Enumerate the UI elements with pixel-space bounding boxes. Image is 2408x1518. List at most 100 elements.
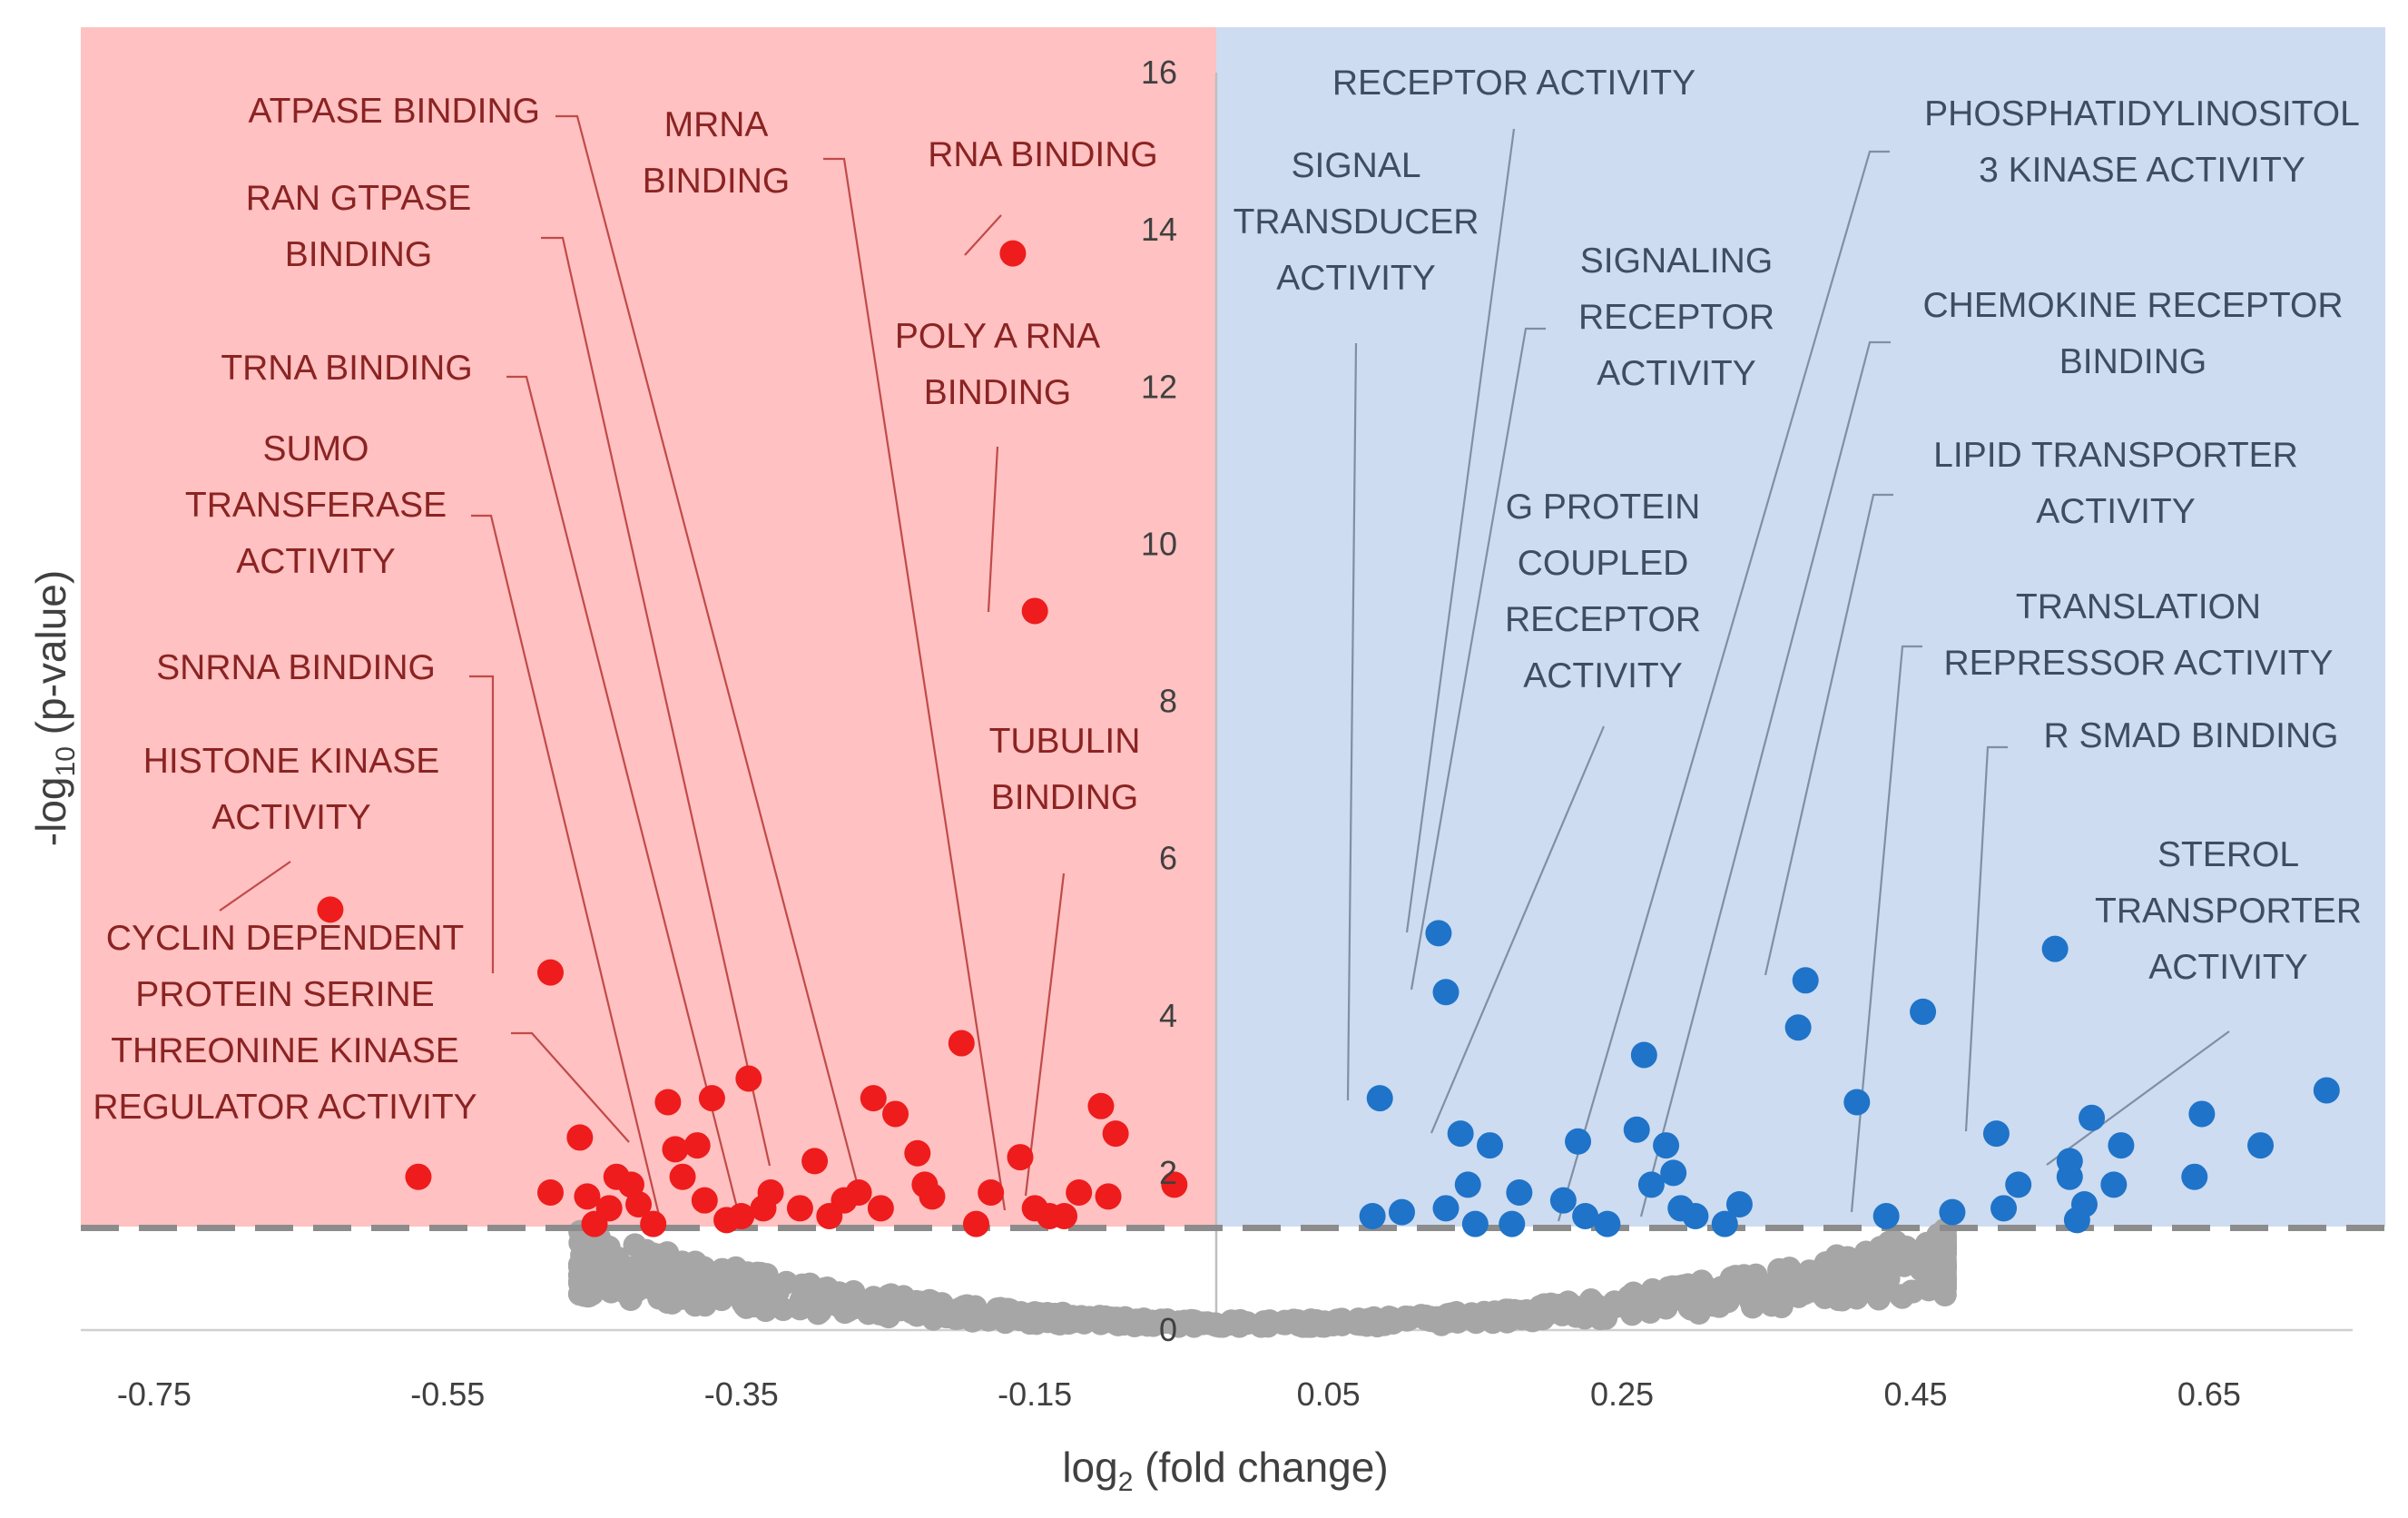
upregulated-point (1637, 1171, 1665, 1198)
downregulated-point (1021, 597, 1048, 625)
downregulated-point (595, 1195, 623, 1222)
downregulated-point (1007, 1144, 1034, 1171)
upregulated-point (1461, 1210, 1489, 1237)
x-axis-title-suffix: (fold change) (1133, 1444, 1388, 1491)
term-label: CYCLIN DEPENDENT PROTEIN SERINE THREONINE … (93, 919, 477, 1127)
downregulated-point (757, 1179, 784, 1207)
nonsignificant-point (668, 1258, 693, 1283)
term-label-line: ACTIVITY (1523, 656, 1683, 695)
nonsignificant-point (1532, 1293, 1557, 1317)
term-label-line: POLY A RNA (895, 317, 1100, 356)
nonsignificant-points (567, 1217, 1957, 1338)
y-tick-label: 8 (1159, 683, 1177, 720)
nonsignificant-point (838, 1296, 862, 1320)
leader-line (511, 1031, 630, 1143)
leader-line (541, 236, 772, 1167)
term-label-line: SIGNALING (1580, 242, 1773, 281)
x-axis-title-subscript: 2 (1118, 1467, 1134, 1497)
leader-line (1346, 342, 1358, 1101)
term-label: LIPID TRANSPORTER ACTIVITY (1933, 436, 2298, 531)
upregulated-point (1725, 1191, 1753, 1217)
term-label-line: ACTIVITY (1276, 259, 1436, 298)
downregulated-point (625, 1191, 653, 1217)
term-labels: ATPASE BINDING MRNA BINDING RNA BINDING RAN … (93, 64, 2362, 1127)
nonsignificant-point (655, 1241, 680, 1266)
upregulated-point (2247, 1132, 2275, 1159)
term-label: PHOSPHATIDYLINOSITOL 3 KINASE ACTIVITY (1924, 94, 2360, 190)
nonsignificant-point (1356, 1307, 1381, 1332)
y-axis-title-subscript: 10 (51, 746, 81, 776)
y-tick-label: 6 (1159, 840, 1177, 877)
upregulated-point (1565, 1128, 1592, 1155)
downregulated-point (860, 1085, 887, 1112)
term-label-line: PHOSPHATIDYLINOSITOL (1924, 94, 2360, 133)
upregulated-point (1792, 967, 1819, 994)
upregulated-point (1843, 1089, 1871, 1116)
leader-line (987, 446, 999, 613)
upregulated-point (1910, 998, 1937, 1025)
term-label: SIGNALING RECEPTOR ACTIVITY (1578, 242, 1774, 393)
term-label-line: TRANSDUCER (1233, 202, 1479, 242)
nonsignificant-point (618, 1287, 643, 1312)
leader-line (1405, 128, 1516, 933)
downregulated-point (948, 1030, 975, 1057)
downregulated-point (669, 1163, 696, 1190)
upregulated-point (1784, 1014, 1812, 1041)
nonsignificant-point (1742, 1273, 1766, 1297)
downregulated-point (801, 1148, 829, 1175)
x-tick-label: -0.75 (117, 1375, 192, 1413)
downregulated-point (786, 1195, 813, 1222)
nonsignificant-point (1218, 1311, 1243, 1336)
term-label: TUBULIN BINDING (989, 722, 1141, 817)
downregulated-point (537, 1179, 565, 1207)
term-label: RNA BINDING (928, 135, 1158, 174)
term-label-line: BINDING (991, 778, 1139, 817)
nonsignificant-point (1419, 1306, 1443, 1330)
x-tick-label: -0.35 (704, 1375, 779, 1413)
term-label: G PROTEIN COUPLED RECEPTOR ACTIVITY (1505, 488, 1701, 695)
leader-line (555, 114, 860, 1187)
nonsignificant-point (812, 1276, 837, 1301)
upregulated-point (1425, 920, 1452, 947)
leader-line (964, 214, 1002, 256)
y-tick-label: 0 (1159, 1311, 1177, 1348)
term-label: ATPASE BINDING (249, 92, 540, 131)
term-label-line: HISTONE KINASE (143, 742, 440, 781)
downregulated-point (537, 959, 565, 986)
x-tick-label: 0.25 (1590, 1375, 1654, 1413)
y-tick-labels: 0 2 4 6 8 10 12 14 16 (1141, 54, 1177, 1348)
nonsignificant-point (721, 1271, 745, 1296)
term-label: MRNA BINDING (643, 105, 791, 201)
upregulated-point (1359, 1202, 1386, 1229)
term-label-line: SUMO (263, 429, 369, 468)
downregulated-point (978, 1179, 1005, 1207)
term-label-line: CYCLIN DEPENDENT (106, 919, 464, 958)
downregulated-point (919, 1183, 946, 1210)
leader-line (1430, 725, 1606, 1134)
upregulated-point (1432, 1195, 1460, 1222)
nonsignificant-point (1775, 1258, 1800, 1283)
term-label: HISTONE KINASE ACTIVITY (143, 742, 440, 837)
nonsignificant-point (1777, 1276, 1802, 1301)
nonsignificant-point (623, 1233, 647, 1257)
y-tick-label: 4 (1159, 997, 1177, 1034)
downregulated-point (640, 1210, 667, 1237)
nonsignificant-point (1590, 1305, 1615, 1329)
upregulated-point (1630, 1041, 1657, 1069)
nonsignificant-point (917, 1296, 941, 1321)
term-label: POLY A RNA BINDING (895, 317, 1100, 412)
term-label: SUMO TRANSFERASE ACTIVITY (185, 429, 447, 581)
nonsignificant-point (789, 1288, 813, 1313)
nonsignificant-point (1024, 1311, 1048, 1336)
downregulated-point (845, 1179, 872, 1207)
upregulated-point (1454, 1171, 1481, 1198)
leader-line (1557, 150, 1890, 1222)
downregulated-point (999, 240, 1027, 267)
nonsignificant-point (1182, 1309, 1206, 1334)
term-label-line: ACTIVITY (1597, 354, 1756, 393)
nonsignificant-point (1932, 1265, 1957, 1289)
nonsignificant-point (1740, 1295, 1764, 1319)
term-label-line: ACTIVITY (2036, 492, 2196, 531)
downregulated-point (317, 896, 344, 923)
